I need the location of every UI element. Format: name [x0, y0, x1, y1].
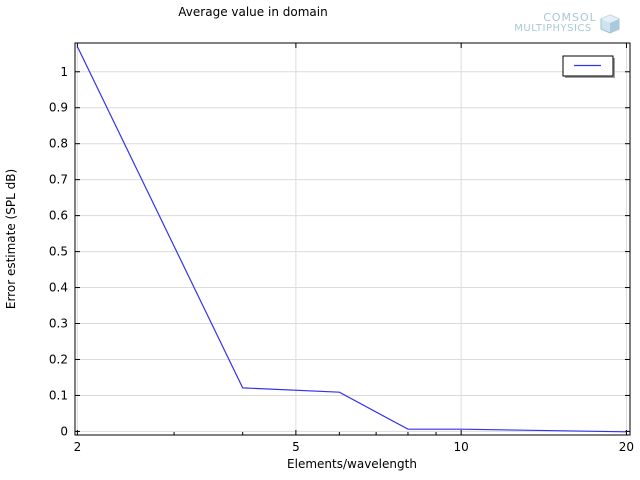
- logo-cube-icon: [600, 14, 620, 34]
- x-tick-label: 2: [74, 440, 82, 454]
- y-tick-label: 0.5: [49, 245, 68, 259]
- series-line-0: [76, 46, 627, 433]
- y-tick-label: 1: [60, 65, 68, 79]
- y-tick-label: 0.9: [49, 101, 68, 115]
- x-axis-label: Elements/wavelength: [287, 457, 417, 471]
- comsol-logo: COMSOL MULTIPHYSICS: [514, 11, 620, 34]
- logo-line1: COMSOL: [543, 11, 597, 24]
- logo-line2: MULTIPHYSICS: [514, 23, 591, 34]
- y-tick-label: 0.8: [49, 137, 68, 151]
- y-tick-label: 0.7: [49, 173, 68, 187]
- grid: [75, 43, 630, 435]
- chart-title: Average value in domain: [178, 5, 327, 19]
- x-tick-label: 20: [619, 440, 634, 454]
- plot-frame: [74, 42, 631, 436]
- y-axis-label: Error estimate (SPL dB): [4, 169, 18, 309]
- y-axis-ticks: 0 0.1 0.2 0.3 0.4 0.5 0.6 0.7 0.8 0.9 1: [49, 65, 630, 438]
- y-tick-label: 0.4: [49, 281, 68, 295]
- y-tick-label: 0.2: [49, 352, 68, 366]
- y-tick-label: 0: [60, 424, 68, 438]
- x-tick-label: 5: [292, 440, 300, 454]
- legend: [562, 55, 615, 78]
- series-layer: [76, 46, 627, 433]
- y-tick-label: 0.1: [49, 388, 68, 402]
- y-tick-label: 0.6: [49, 209, 68, 223]
- x-axis-ticks: 2 5 10 20: [74, 43, 634, 454]
- x-tick-label: 10: [454, 440, 469, 454]
- y-tick-label: 0.3: [49, 317, 68, 331]
